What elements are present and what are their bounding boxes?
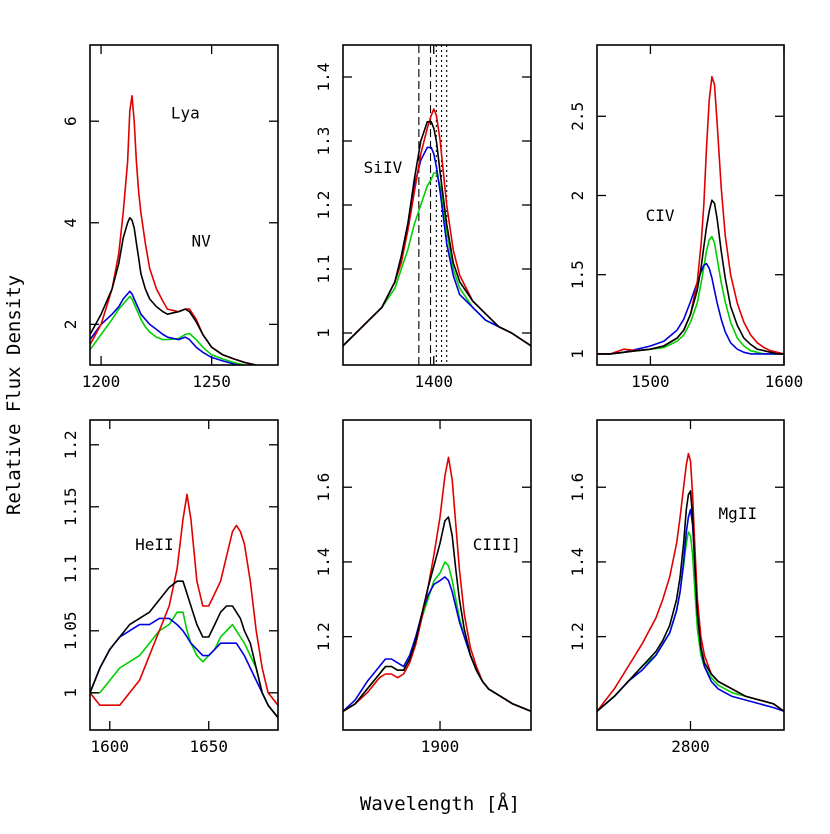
y-tick-label: 1.5 [568, 260, 587, 289]
y-tick-label: 1.4 [314, 547, 333, 576]
emission-line-label: HeII [135, 535, 174, 554]
y-tick-label: 1.2 [568, 622, 587, 651]
y-tick-label: 1.2 [61, 430, 80, 459]
emission-line-label-secondary: NV [192, 232, 212, 251]
series-line-2 [343, 516, 531, 713]
panel-5: 1900 1.2 1.4 1.6 CIII] [314, 419, 532, 756]
emission-line-label: SiIV [364, 158, 403, 177]
y-tick-label: 1.3 [314, 127, 333, 156]
series-line-1 [90, 493, 278, 706]
series-line-2 [597, 199, 784, 355]
series-line-1 [343, 456, 531, 713]
panel-4: 1600 1650 1 1.05 1.1 1.15 1.2 HeII [61, 419, 279, 756]
series-line-4 [597, 508, 784, 713]
series-line-3 [597, 235, 784, 355]
plot-frame [342, 419, 532, 731]
series-line-3 [90, 611, 278, 719]
emission-line-label: Lya [171, 104, 200, 123]
series-line-2 [597, 490, 784, 712]
y-tick-label: 1.2 [314, 191, 333, 220]
emission-line-label: CIV [646, 206, 675, 225]
y-tick-label: 1.15 [61, 488, 80, 527]
x-tick-label: 1250 [192, 372, 231, 391]
panels: 1200 1250 2 4 6 Lya NV 1400 1 1.1 1.2 1.3 1.4 SiIV 150… [61, 44, 804, 756]
series-line-2 [90, 580, 278, 719]
y-tick-label: 1.4 [314, 63, 333, 92]
x-tick-label: 1400 [414, 372, 453, 391]
series-line-3 [90, 295, 249, 365]
plot-frame [89, 419, 279, 731]
plot-frame [596, 44, 785, 366]
y-tick-label: 1.1 [314, 255, 333, 284]
x-axis-title: Wavelength [Å] [360, 792, 520, 815]
y-tick-label: 1 [61, 688, 80, 698]
x-tick-label: 1200 [82, 372, 121, 391]
panel-2: 1400 1 1.1 1.2 1.3 1.4 SiIV [314, 44, 532, 391]
y-axis-title: Relative Flux Density [3, 275, 25, 515]
series-line-1 [90, 95, 260, 365]
x-tick-label: 1900 [421, 737, 460, 756]
y-tick-label: 1.2 [314, 622, 333, 651]
y-tick-label: 2.5 [568, 102, 587, 131]
x-tick-label: 2800 [671, 737, 710, 756]
x-tick-label: 1650 [189, 737, 228, 756]
y-tick-label: 1.4 [568, 547, 587, 576]
plot-frame [89, 44, 279, 366]
x-tick-label: 1600 [91, 737, 130, 756]
y-tick-label: 4 [61, 218, 80, 228]
y-tick-label: 1.6 [568, 473, 587, 502]
panel-6: 2800 1.2 1.4 1.6 MgII [568, 419, 785, 756]
y-tick-label: 1.6 [314, 473, 333, 502]
y-tick-label: 1 [314, 328, 333, 338]
y-tick-label: 2 [568, 191, 587, 201]
y-tick-label: 2 [61, 320, 80, 330]
panel-3: 1500 1600 1 1.5 2 2.5 CIV [568, 44, 804, 391]
x-tick-label: 1600 [765, 372, 804, 391]
panel-1: 1200 1250 2 4 6 Lya NV [61, 44, 279, 391]
x-tick-label: 1500 [631, 372, 670, 391]
series-line-4 [597, 262, 784, 355]
y-tick-label: 1.1 [61, 554, 80, 583]
series-line-4 [90, 617, 278, 719]
series-line-3 [343, 172, 531, 347]
series-line-4 [343, 576, 531, 713]
y-tick-label: 6 [61, 116, 80, 126]
y-tick-label: 1 [568, 349, 587, 359]
y-tick-label: 1.05 [61, 612, 80, 651]
emission-line-label: MgII [719, 504, 758, 523]
emission-line-label: CIII] [473, 535, 521, 554]
series-line-2 [90, 216, 260, 365]
series-line-2 [343, 121, 531, 347]
series-line-4 [90, 290, 244, 365]
